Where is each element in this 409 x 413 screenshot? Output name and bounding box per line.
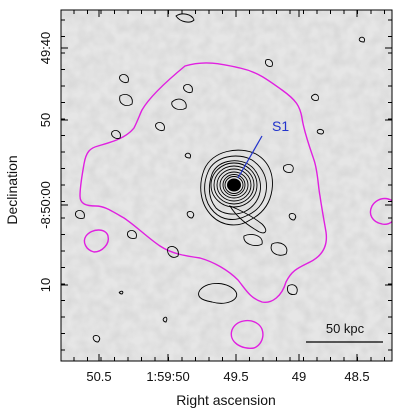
x-tick-label: 49 [292,369,306,384]
xray-contour-blob-left [83,229,109,253]
y-tick-label: -8:50:00 [38,181,53,229]
x-tick-label: 1:59:50 [146,369,189,384]
source-label: S1 [272,118,289,134]
y-tick-label: 50 [38,113,53,127]
y-axis-title: Declination [4,155,20,224]
x-tick-label: 49.5 [223,369,248,384]
plot-noise [61,10,392,361]
y-tick-label: 49:40 [38,32,53,65]
scale-bar-label: 50 kpc [326,321,365,336]
xray-contour [79,62,328,303]
source-pointer-line [237,135,263,179]
xray-contour-blob-right [369,197,392,225]
axis-ticks [61,10,392,361]
source-contours [200,149,273,234]
xray-contour-blob-bottom [230,319,264,349]
x-tick-label: 50.5 [86,369,111,384]
source-core [227,178,241,192]
noise-contours [75,13,365,343]
x-axis-title: Right ascension [176,392,276,408]
y-tick-label: 10 [38,278,53,292]
x-tick-label: 48.5 [344,369,369,384]
